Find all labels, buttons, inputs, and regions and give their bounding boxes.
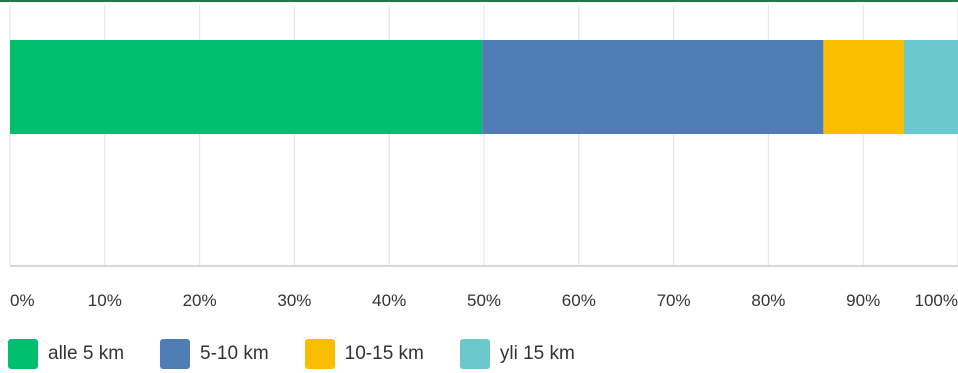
x-tick-label: 100%	[915, 291, 958, 310]
legend-label: alle 5 km	[48, 343, 125, 364]
top-border	[0, 0, 958, 2]
x-tick-label: 80%	[751, 291, 785, 310]
x-tick-label: 40%	[372, 291, 406, 310]
legend-label: yli 15 km	[499, 343, 575, 364]
legend-swatch	[304, 339, 335, 369]
legend-swatch	[160, 339, 191, 369]
legend-item: 10-15 km	[304, 339, 424, 369]
legend: alle 5 km 5-10 km 10-15 km yli 15 km	[8, 339, 611, 369]
bar-segment	[823, 40, 904, 134]
legend-swatch	[8, 339, 38, 369]
legend-swatch	[459, 339, 490, 369]
bar-segments	[10, 40, 958, 134]
x-tick-label: 10%	[88, 291, 122, 310]
x-tick-label: 50%	[467, 291, 501, 310]
x-tick-label: 30%	[277, 291, 311, 310]
legend-label: 5-10 km	[200, 343, 269, 364]
bar-segment	[903, 40, 958, 134]
legend-item: yli 15 km	[459, 339, 575, 369]
x-tick-label: 70%	[657, 291, 691, 310]
x-tick-labels: 0% 10% 20% 30% 40% 50% 60% 70% 80% 90% 100%	[10, 291, 958, 310]
x-tick-label: 20%	[183, 291, 217, 310]
legend-label: 10-15 km	[344, 343, 424, 364]
bar-segment	[482, 40, 824, 134]
legend-item: 5-10 km	[160, 339, 269, 369]
x-tick-label: 60%	[562, 291, 596, 310]
x-tick-label: 0%	[10, 291, 35, 310]
x-tick-label: 90%	[846, 291, 880, 310]
legend-item: alle 5 km	[8, 339, 124, 369]
stacked-bar-chart: 0% 10% 20% 30% 40% 50% 60% 70% 80% 90% 100%	[9, 5, 958, 310]
bar-segment	[10, 40, 483, 134]
